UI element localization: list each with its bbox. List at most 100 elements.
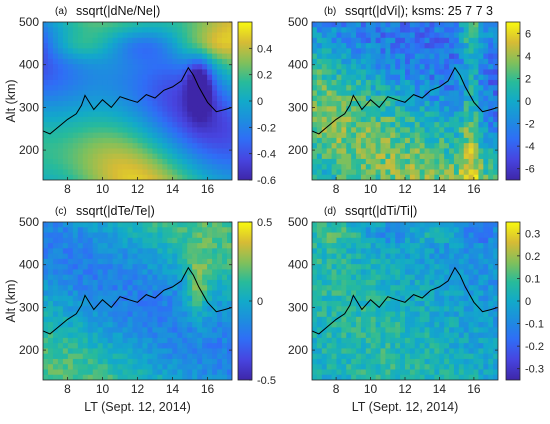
heatmap-cell [82,27,89,34]
heatmap-cell [222,85,228,92]
heatmap-cell [57,237,64,244]
heatmap-cell [172,111,178,118]
heatmap-cell [341,143,347,149]
heatmap-cell [336,27,342,34]
heatmap-cell [127,279,134,286]
heatmap-cell [351,85,357,92]
heatmap-cell [414,311,421,318]
heatmap-cell [468,116,475,123]
heatmap-cell [458,316,465,323]
heatmap-cell [152,295,158,302]
heatmap-cell [488,111,494,118]
heatmap-cell [434,327,440,334]
heatmap-cell [385,79,391,86]
heatmap-cell [434,95,440,102]
heatmap-cell [375,279,382,286]
heatmap-cell [212,232,218,239]
heatmap-cell [82,164,89,171]
heatmap-cell [336,79,342,86]
heatmap-cell [212,143,218,149]
heatmap-cell [439,85,445,92]
heatmap-cell [162,132,168,139]
heatmap-cell [177,132,183,139]
heatmap-cell [197,27,203,34]
heatmap-cell [346,174,352,180]
heatmap-cell [52,222,59,228]
heatmap-cell [360,306,367,313]
heatmap-cell [493,64,498,70]
heatmap-cell [375,290,382,297]
heatmap-cell [102,311,109,318]
heatmap-cell [43,237,49,244]
heatmap-cell [365,174,372,180]
heatmap-cell [127,348,134,355]
heatmap-cell [162,232,168,239]
heatmap-cell [409,253,416,260]
heatmap-cell [217,74,223,81]
heatmap-cell [449,337,455,344]
heatmap-cell [478,164,484,171]
heatmap-cell [212,137,218,144]
heatmap-cell [429,132,435,139]
heatmap-cell [444,301,450,307]
heatmap-cell [72,132,79,139]
heatmap-cell [107,327,114,334]
heatmap-cell [395,316,401,323]
heatmap-cell [312,27,318,34]
heatmap-cell [57,90,64,97]
heatmap-cell [439,316,445,323]
heatmap-cell [365,169,372,176]
heatmap-cell [380,332,387,339]
heatmap-cell [444,279,450,286]
heatmap-cell [434,243,440,249]
heatmap-cell [137,43,144,49]
heatmap-cell [127,253,134,260]
heatmap-cell [439,79,445,86]
heatmap-cell [217,374,223,380]
heatmap-cell [458,353,465,360]
heatmap-cell [167,337,173,344]
heatmap-cell [493,32,498,39]
heatmap-cell [162,311,168,318]
heatmap-cell [429,158,435,165]
heatmap-cell [137,311,144,318]
heatmap-cell [424,164,431,171]
heatmap-cell [172,79,178,86]
heatmap-cell [458,348,465,355]
heatmap-cell [77,227,84,234]
heatmap-cell [434,90,440,97]
heatmap-cell [356,269,362,276]
heatmap-cell [157,316,163,323]
heatmap-cell [405,243,411,249]
heatmap-cell [365,22,372,28]
heatmap-cell [341,95,347,102]
heatmap-cell [444,106,450,113]
heatmap-cell [212,343,218,349]
heatmap-cell [172,158,178,165]
heatmap-cell [197,369,203,376]
heatmap-cell [82,285,89,292]
heatmap-cell [400,111,406,118]
heatmap-cell [453,343,460,349]
heatmap-cell [137,264,144,270]
heatmap-cell [336,353,342,360]
heatmap-cell [72,258,79,265]
heatmap-cell [375,258,382,265]
heatmap-cell [107,348,114,355]
heatmap-cell [62,48,69,55]
heatmap-cell [419,237,426,244]
heatmap-cell [207,222,213,228]
heatmap-cell [137,364,144,371]
heatmap-cell [222,27,228,34]
heatmap-cell [47,90,54,97]
heatmap-cell [468,348,475,355]
heatmap-cell [312,285,318,292]
heatmap-cell [351,58,357,65]
heatmap-cell [82,290,89,297]
heatmap-cell [326,53,333,60]
heatmap-cell [137,27,144,34]
heatmap-cell [82,116,89,123]
heatmap-cell [187,137,193,144]
heatmap-cell [167,353,173,360]
heatmap-cell [488,264,494,270]
